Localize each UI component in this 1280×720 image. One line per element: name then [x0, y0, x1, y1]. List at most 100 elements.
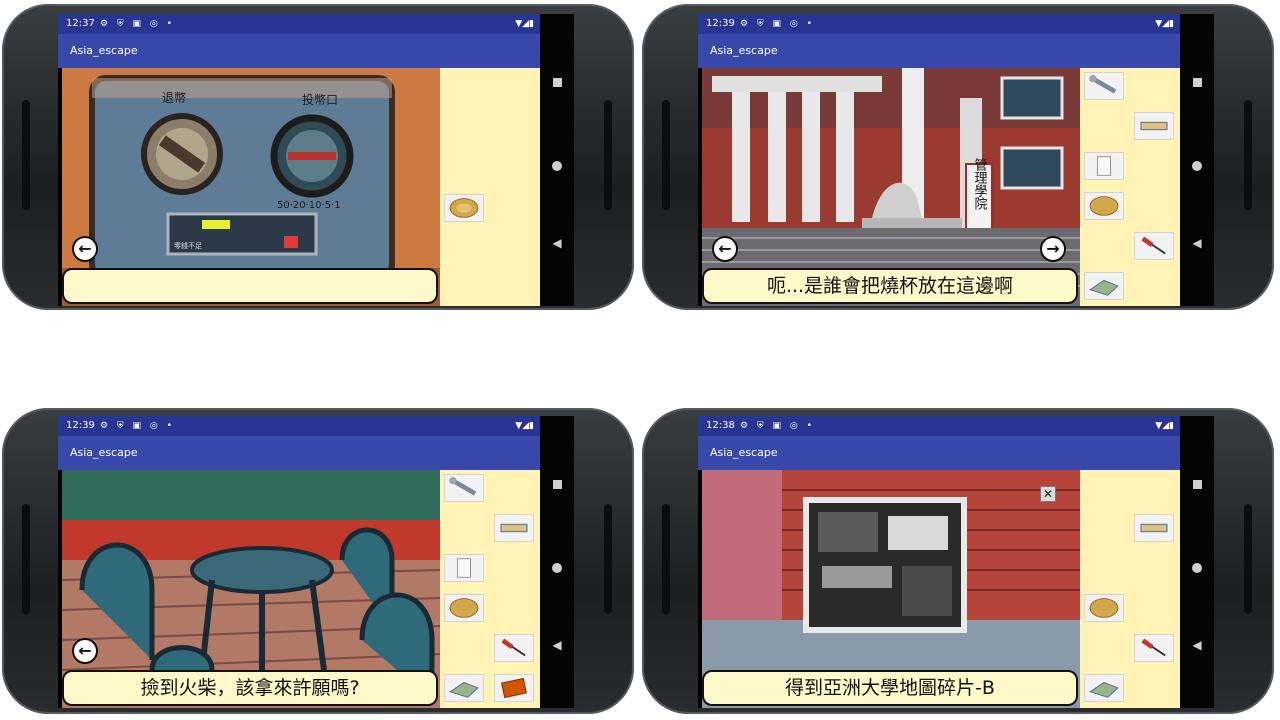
status-time: 12:39: [706, 18, 735, 29]
app-bar: Asia_escape: [698, 436, 1180, 470]
signal-battery-icon: ▼◢▮: [1155, 421, 1174, 431]
home-button[interactable]: [1180, 558, 1214, 577]
home-button[interactable]: [1180, 156, 1214, 175]
speaker-grille: [22, 100, 30, 210]
back-button[interactable]: ◀: [552, 638, 562, 652]
recent-apps-button[interactable]: [1180, 72, 1214, 91]
inventory-slot-coins[interactable]: [1084, 594, 1124, 622]
building-sign: 管理學院: [972, 158, 988, 210]
circle-icon: [552, 161, 562, 171]
inventory-slot-screwdriver[interactable]: [1134, 634, 1174, 662]
dialog-box: 撿到火柴，該拿來許願嗎?: [62, 670, 438, 706]
recent-apps-button[interactable]: [540, 72, 574, 91]
map-piece-icon: [449, 681, 479, 698]
coins-icon: [1089, 196, 1119, 216]
inventory-slot-map-piece[interactable]: [444, 674, 484, 702]
phone-frame-4: 12:38 ⚙ ⛨ ▣ ◎ • ▼◢▮ Asia_escape ✕: [640, 404, 1276, 716]
square-icon: [1192, 480, 1202, 489]
inventory-slot-wrench[interactable]: [444, 474, 484, 502]
inventory-slot-matchbox[interactable]: [494, 674, 534, 702]
wrench-icon: [449, 476, 477, 496]
recent-apps-button[interactable]: [1180, 474, 1214, 493]
coins-icon: [449, 198, 479, 218]
inventory-slot-map-piece[interactable]: [1084, 674, 1124, 702]
status-time: 12:37: [66, 18, 95, 29]
back-button[interactable]: ◀: [1192, 638, 1202, 652]
coins-icon: [449, 598, 479, 618]
nav-bar: ◀: [1180, 416, 1214, 708]
beaker-icon: [457, 558, 471, 578]
home-button[interactable]: [540, 558, 574, 577]
tube-icon: [1140, 121, 1168, 131]
screwdriver-icon: [501, 638, 526, 657]
screwdriver-icon: [1141, 638, 1166, 657]
status-icons: ⚙ ⛨ ▣ ◎ •: [100, 421, 175, 431]
square-icon: [552, 480, 562, 489]
scene-computer-case[interactable]: ✕: [702, 470, 1080, 708]
phone-frame-1: 12:37 ⚙ ⛨ ▣ ◎ • ▼◢▮ Asia_escape 退幣 投幣口 5…: [0, 0, 636, 312]
nav-bar: ◀: [540, 416, 574, 708]
wrench-icon: [1089, 74, 1117, 94]
back-arrow-button[interactable]: ←: [712, 236, 738, 262]
inventory-slot-screwdriver[interactable]: [494, 634, 534, 662]
computer-case-image: [702, 470, 1080, 708]
inventory-slot-beaker[interactable]: [1084, 152, 1124, 180]
app-bar: Asia_escape: [698, 34, 1180, 68]
recent-apps-button[interactable]: [540, 474, 574, 493]
app-bar: Asia_escape: [58, 34, 540, 68]
screen: 12:37 ⚙ ⛨ ▣ ◎ • ▼◢▮ Asia_escape 退幣 投幣口 5…: [58, 14, 574, 306]
status-icons: ⚙ ⛨ ▣ ◎ •: [740, 19, 815, 29]
speaker-grille: [1244, 100, 1252, 210]
dialog-box: [62, 268, 438, 304]
forward-arrow-button[interactable]: →: [1040, 236, 1066, 262]
tube-icon: [1140, 523, 1168, 533]
coin-machine-image: 退幣 投幣口 50·20·10·5·1 零錢不足: [62, 68, 440, 306]
signal-battery-icon: ▼◢▮: [515, 19, 534, 29]
back-arrow-button[interactable]: ←: [72, 236, 98, 262]
screen: 12:39 ⚙ ⛨ ▣ ◎ • ▼◢▮ Asia_escape ←: [58, 416, 574, 708]
inventory-slot-wrench[interactable]: [1084, 72, 1124, 100]
status-bar: 12:39 ⚙ ⛨ ▣ ◎ • ▼◢▮: [698, 14, 1180, 34]
inventory-slot-tube[interactable]: [494, 514, 534, 542]
coin-slot-label: 投幣口: [302, 92, 338, 107]
status-bar: 12:39 ⚙ ⛨ ▣ ◎ • ▼◢▮: [58, 416, 540, 436]
speaker-grille: [662, 504, 670, 614]
circle-icon: [1192, 161, 1202, 171]
inventory-slot-tube[interactable]: [1134, 514, 1174, 542]
screwdriver-icon: [1141, 236, 1166, 255]
inventory-slot-coins[interactable]: [444, 194, 484, 222]
back-arrow-button[interactable]: ←: [72, 638, 98, 664]
refund-label: 退幣: [162, 91, 186, 105]
inventory-panel: [1080, 470, 1180, 708]
status-icons: ⚙ ⛨ ▣ ◎ •: [100, 19, 175, 29]
speaker-grille: [662, 100, 670, 210]
app-title: Asia_escape: [70, 44, 138, 57]
phone-frame-2: 12:39 ⚙ ⛨ ▣ ◎ • ▼◢▮ Asia_escape 管: [640, 0, 1276, 312]
signal-battery-icon: ▼◢▮: [1155, 19, 1174, 29]
speaker-grille: [604, 504, 612, 614]
back-button[interactable]: ◀: [552, 236, 562, 250]
home-button[interactable]: [540, 156, 574, 175]
inventory-panel: [440, 470, 540, 708]
circle-icon: [1192, 563, 1202, 573]
machine-display-text: 零錢不足: [174, 241, 202, 250]
map-piece-icon: [1089, 279, 1119, 296]
status-icons: ⚙ ⛨ ▣ ◎ •: [740, 421, 815, 431]
inventory-slot-coins[interactable]: [1084, 192, 1124, 220]
inventory-slot-screwdriver[interactable]: [1134, 232, 1174, 260]
coins-icon: [1089, 598, 1119, 618]
inventory-panel: [440, 68, 540, 306]
inventory-slot-beaker[interactable]: [444, 554, 484, 582]
inventory-slot-map-piece[interactable]: [1084, 272, 1124, 300]
inventory-slot-coins[interactable]: [444, 594, 484, 622]
screen: 12:38 ⚙ ⛨ ▣ ◎ • ▼◢▮ Asia_escape ✕: [698, 416, 1214, 708]
close-popup-button[interactable]: ✕: [1040, 486, 1056, 502]
back-button[interactable]: ◀: [1192, 236, 1202, 250]
inventory-slot-tube[interactable]: [1134, 112, 1174, 140]
app-title: Asia_escape: [70, 446, 138, 459]
app-title: Asia_escape: [710, 44, 778, 57]
scene-coin-machine[interactable]: 退幣 投幣口 50·20·10·5·1 零錢不足 ←: [62, 68, 440, 306]
map-piece-icon: [1089, 681, 1119, 698]
tube-icon: [500, 523, 528, 533]
square-icon: [1192, 78, 1202, 87]
